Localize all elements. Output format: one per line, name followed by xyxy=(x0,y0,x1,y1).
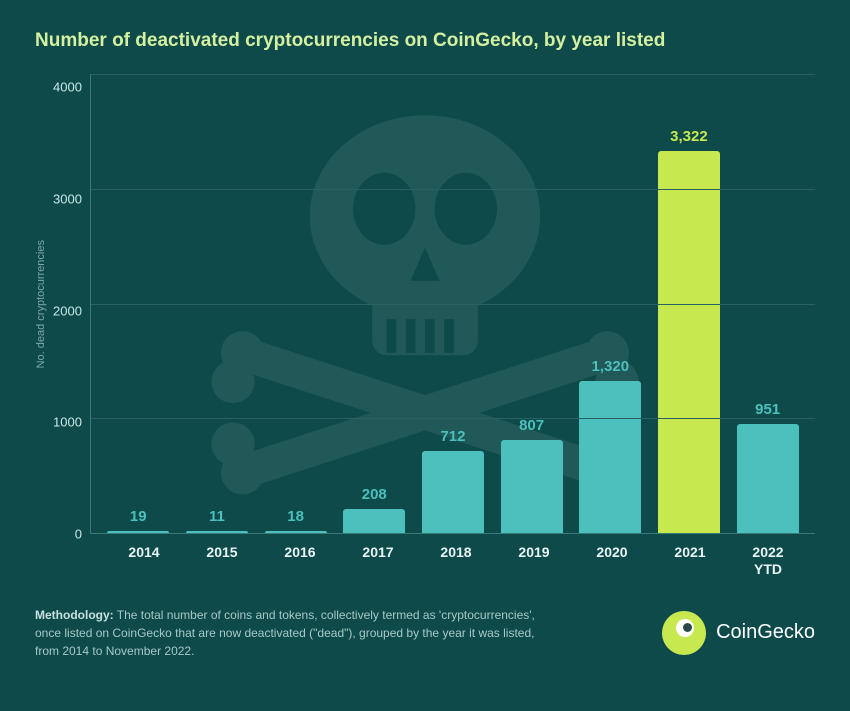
bar xyxy=(422,451,484,533)
y-tick: 0 xyxy=(75,528,82,541)
bar-value-label: 712 xyxy=(440,428,465,445)
x-tick: 2014 xyxy=(109,544,179,578)
bar xyxy=(737,424,799,533)
x-tick: 2017 xyxy=(343,544,413,578)
bar-group: 1,320 xyxy=(575,358,645,533)
footer: Methodology: The total number of coins a… xyxy=(35,606,815,660)
bar-value-label: 3,322 xyxy=(670,128,708,145)
x-tick: 2022 YTD xyxy=(733,544,803,578)
x-tick: 2020 xyxy=(577,544,647,578)
y-tick: 3000 xyxy=(53,192,82,205)
bar-value-label: 19 xyxy=(130,508,147,525)
chart-area: No. dead cryptocurrencies 4000 3000 2000 10… xyxy=(35,74,815,534)
bar xyxy=(265,531,327,533)
y-tick: 4000 xyxy=(53,81,82,94)
x-tick: 2018 xyxy=(421,544,491,578)
plot-area: 19 11 18 208 712 807 1,320 3,322 951 xyxy=(90,74,815,534)
bar-group: 208 xyxy=(339,486,409,533)
bar xyxy=(186,531,248,533)
bar xyxy=(658,151,720,533)
brand-name: CoinGecko xyxy=(716,621,815,644)
bar xyxy=(107,531,169,533)
y-axis-label: No. dead cryptocurrencies xyxy=(35,240,47,368)
bar-group: 19 xyxy=(103,508,173,533)
bar-value-label: 208 xyxy=(362,486,387,503)
bar-value-label: 1,320 xyxy=(592,358,630,375)
methodology-text: Methodology: The total number of coins a… xyxy=(35,606,555,660)
chart-title: Number of deactivated cryptocurrencies o… xyxy=(35,30,815,52)
bar-group: 951 xyxy=(733,401,803,533)
bar xyxy=(501,440,563,533)
bar-value-label: 11 xyxy=(209,508,225,525)
bar-group: 712 xyxy=(418,428,488,533)
y-tick: 2000 xyxy=(53,304,82,317)
gridline xyxy=(91,189,815,190)
coingecko-logo-icon xyxy=(662,611,706,655)
x-tick: 2019 xyxy=(499,544,569,578)
x-tick: 2021 xyxy=(655,544,725,578)
bar-group: 11 xyxy=(182,508,252,533)
bar xyxy=(579,381,641,533)
bar-value-label: 18 xyxy=(287,508,304,525)
bar-value-label: 951 xyxy=(755,401,780,418)
brand: CoinGecko xyxy=(662,611,815,655)
gridline xyxy=(91,74,815,75)
gridline xyxy=(91,418,815,419)
x-tick: 2015 xyxy=(187,544,257,578)
gridline xyxy=(91,304,815,305)
bar-group: 807 xyxy=(497,417,567,533)
bar-group: 18 xyxy=(261,508,331,533)
methodology-label: Methodology: xyxy=(35,608,114,622)
x-tick: 2016 xyxy=(265,544,335,578)
bar-value-label: 807 xyxy=(519,417,544,434)
x-axis-ticks: 201420152016201720182019202020212022 YTD xyxy=(97,534,815,578)
bar xyxy=(343,509,405,533)
y-tick: 1000 xyxy=(53,416,82,429)
y-axis-ticks: 40003000200010000 xyxy=(53,74,90,534)
